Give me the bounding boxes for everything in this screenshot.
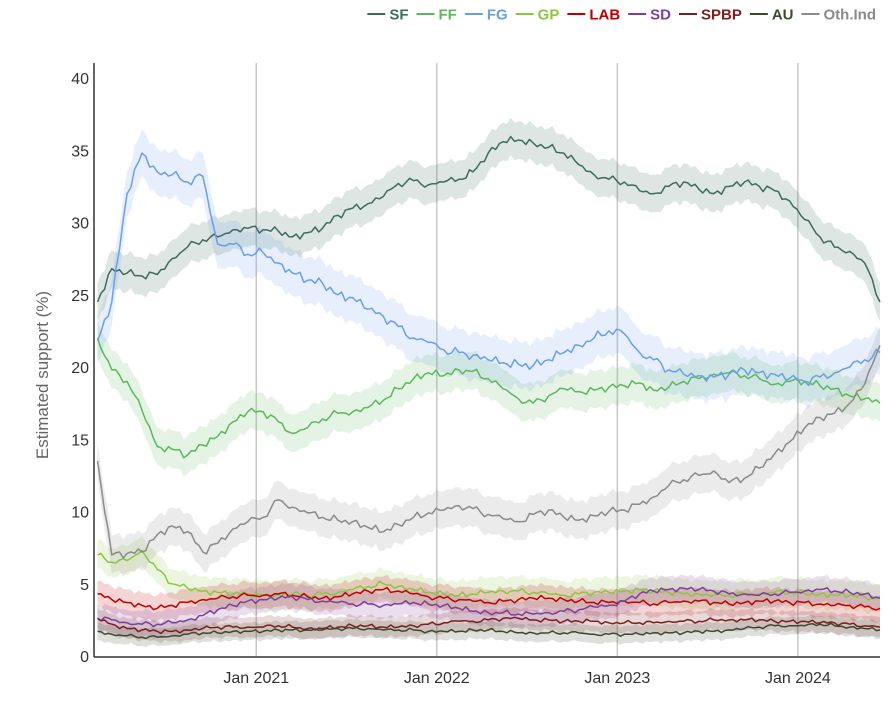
x-tick-label: Jan 2023 <box>584 670 650 687</box>
y-tick-label: 40 <box>71 71 89 88</box>
legend-label: SPBP <box>701 7 742 24</box>
legend-item-lab[interactable]: LAB <box>567 7 620 24</box>
series-lines <box>96 135 881 640</box>
legend-label: GP <box>538 7 560 24</box>
legend-label: FG <box>487 7 508 24</box>
band-sd <box>97 574 880 640</box>
axes: Jan 2021 Jan 2022 Jan 2023 Jan 2024 0 5 10 15 20… <box>71 63 880 687</box>
line-spbp <box>97 616 881 635</box>
line-fg <box>96 152 881 387</box>
band-lab <box>97 574 880 623</box>
y-tick-label: 15 <box>71 432 89 449</box>
band-spbp <box>97 607 880 644</box>
band-sf <box>97 117 880 321</box>
line-othind <box>96 345 881 559</box>
band-fg <box>97 130 880 409</box>
legend-item-spbp[interactable]: SPBP <box>679 7 742 24</box>
legend-label: AU <box>772 7 794 24</box>
y-tick-label: 10 <box>71 505 89 522</box>
line-lab <box>97 586 881 611</box>
y-axis-title: Estimated support (%) <box>33 291 52 459</box>
y-tick-label: 25 <box>71 288 89 305</box>
y-tick-label: 5 <box>80 577 89 594</box>
x-tick-label: Jan 2024 <box>765 670 831 687</box>
line-au <box>97 622 881 640</box>
band-au <box>97 614 880 648</box>
y-tick-label: 35 <box>71 143 89 160</box>
band-othind <box>97 326 880 577</box>
line-sf <box>96 135 881 303</box>
legend-item-sf[interactable]: SF <box>367 7 409 24</box>
confidence-bands <box>97 117 880 648</box>
legend-label: SD <box>650 7 671 24</box>
legend-label: SF <box>389 7 408 24</box>
legend-label: Oth.Ind <box>824 7 877 24</box>
legend-item-sd[interactable]: SD <box>628 7 671 24</box>
legend-item-ff[interactable]: FF <box>416 7 457 24</box>
legend-item-fg[interactable]: FG <box>464 7 508 24</box>
legend-label: LAB <box>589 7 620 24</box>
line-sd <box>97 586 881 628</box>
legend-item-othind[interactable]: Oth.Ind <box>801 7 877 24</box>
line-ff <box>96 337 881 459</box>
grid-lines <box>255 63 799 656</box>
legend-item-au[interactable]: AU <box>749 7 794 24</box>
legend: SF FF FG GP LAB SD SPBP AU Oth.Ind <box>367 7 876 24</box>
legend-label: FF <box>439 7 457 24</box>
x-tick-label: Jan 2022 <box>404 670 470 687</box>
legend-item-gp[interactable]: GP <box>515 7 560 24</box>
y-tick-label: 30 <box>71 216 89 233</box>
y-tick-label: 20 <box>71 360 89 377</box>
x-tick-label: Jan 2021 <box>223 670 289 687</box>
y-tick-label: 0 <box>80 649 89 666</box>
band-ff <box>97 319 880 477</box>
line-gp <box>97 549 881 601</box>
